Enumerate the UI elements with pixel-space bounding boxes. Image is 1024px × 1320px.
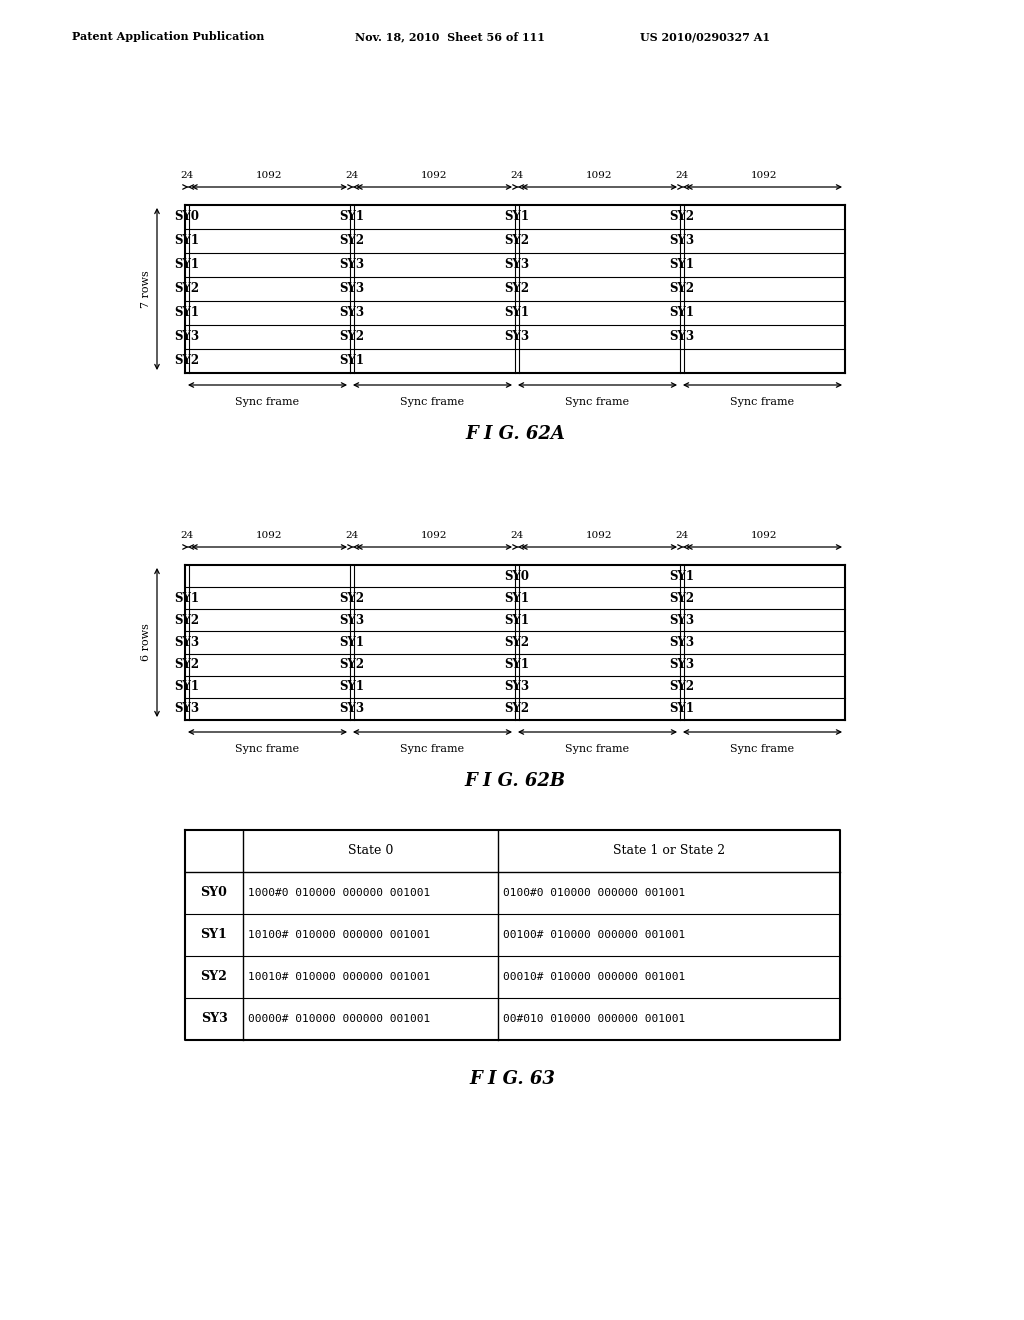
Text: 24: 24 bbox=[675, 531, 688, 540]
Text: SY1: SY1 bbox=[670, 569, 694, 582]
Text: Nov. 18, 2010  Sheet 56 of 111: Nov. 18, 2010 Sheet 56 of 111 bbox=[355, 32, 545, 42]
Text: SY1: SY1 bbox=[670, 259, 694, 272]
Text: SY2: SY2 bbox=[174, 659, 200, 671]
Text: SY2: SY2 bbox=[504, 235, 529, 248]
Text: SY3: SY3 bbox=[174, 702, 200, 715]
Text: F I G. 62A: F I G. 62A bbox=[465, 425, 565, 444]
Text: SY3: SY3 bbox=[339, 614, 365, 627]
Text: 1092: 1092 bbox=[586, 172, 612, 180]
Text: SY2: SY2 bbox=[670, 282, 694, 296]
Text: 24: 24 bbox=[345, 531, 358, 540]
Text: SY3: SY3 bbox=[670, 636, 694, 649]
Text: SY1: SY1 bbox=[174, 591, 200, 605]
Text: 1092: 1092 bbox=[751, 531, 777, 540]
Text: SY1: SY1 bbox=[504, 614, 529, 627]
Text: SY3: SY3 bbox=[670, 659, 694, 671]
Text: SY2: SY2 bbox=[339, 659, 365, 671]
Text: SY0: SY0 bbox=[174, 210, 200, 223]
Text: Sync frame: Sync frame bbox=[400, 397, 465, 407]
Text: SY3: SY3 bbox=[670, 614, 694, 627]
Text: Sync frame: Sync frame bbox=[565, 397, 630, 407]
Text: Sync frame: Sync frame bbox=[400, 744, 465, 754]
Text: SY2: SY2 bbox=[339, 235, 365, 248]
Text: F I G. 62B: F I G. 62B bbox=[465, 772, 565, 789]
Text: SY3: SY3 bbox=[670, 235, 694, 248]
Text: SY2: SY2 bbox=[201, 970, 227, 983]
Text: Sync frame: Sync frame bbox=[565, 744, 630, 754]
Text: 24: 24 bbox=[510, 531, 523, 540]
Text: 6 rows: 6 rows bbox=[141, 623, 151, 661]
Text: 1092: 1092 bbox=[256, 172, 283, 180]
Text: State 0: State 0 bbox=[348, 845, 393, 858]
Text: 00#010 010000 000000 001001: 00#010 010000 000000 001001 bbox=[503, 1014, 685, 1024]
Text: SY1: SY1 bbox=[174, 306, 200, 319]
Text: SY3: SY3 bbox=[339, 282, 365, 296]
Text: SY1: SY1 bbox=[174, 259, 200, 272]
Text: SY1: SY1 bbox=[339, 210, 365, 223]
Text: 1000#0 010000 000000 001001: 1000#0 010000 000000 001001 bbox=[248, 888, 430, 898]
Text: 24: 24 bbox=[180, 172, 194, 180]
Text: Patent Application Publication: Patent Application Publication bbox=[72, 32, 264, 42]
Text: 0100#0 010000 000000 001001: 0100#0 010000 000000 001001 bbox=[503, 888, 685, 898]
Text: SY1: SY1 bbox=[504, 306, 529, 319]
Text: SY3: SY3 bbox=[339, 259, 365, 272]
Text: 1092: 1092 bbox=[751, 172, 777, 180]
Text: SY2: SY2 bbox=[174, 614, 200, 627]
Text: SY1: SY1 bbox=[504, 210, 529, 223]
Text: SY3: SY3 bbox=[174, 636, 200, 649]
Text: US 2010/0290327 A1: US 2010/0290327 A1 bbox=[640, 32, 770, 42]
Text: 24: 24 bbox=[180, 531, 194, 540]
Text: SY2: SY2 bbox=[174, 355, 200, 367]
Text: SY2: SY2 bbox=[504, 636, 529, 649]
Text: SY1: SY1 bbox=[201, 928, 227, 941]
Text: SY3: SY3 bbox=[670, 330, 694, 343]
Text: Sync frame: Sync frame bbox=[236, 744, 300, 754]
Text: Sync frame: Sync frame bbox=[730, 397, 795, 407]
Text: State 1 or State 2: State 1 or State 2 bbox=[613, 845, 725, 858]
Text: SY1: SY1 bbox=[504, 591, 529, 605]
Text: 1092: 1092 bbox=[421, 172, 447, 180]
Text: 7 rows: 7 rows bbox=[141, 271, 151, 308]
Text: SY1: SY1 bbox=[670, 306, 694, 319]
Text: SY1: SY1 bbox=[504, 659, 529, 671]
Text: SY3: SY3 bbox=[174, 330, 200, 343]
Text: SY1: SY1 bbox=[339, 355, 365, 367]
Text: 1092: 1092 bbox=[421, 531, 447, 540]
Text: SY1: SY1 bbox=[339, 680, 365, 693]
Text: F I G. 63: F I G. 63 bbox=[470, 1071, 555, 1088]
Text: SY3: SY3 bbox=[201, 1012, 227, 1026]
Text: SY2: SY2 bbox=[504, 702, 529, 715]
Text: 00010# 010000 000000 001001: 00010# 010000 000000 001001 bbox=[503, 972, 685, 982]
Text: 24: 24 bbox=[510, 172, 523, 180]
Text: 00000# 010000 000000 001001: 00000# 010000 000000 001001 bbox=[248, 1014, 430, 1024]
Text: 1092: 1092 bbox=[256, 531, 283, 540]
Text: 24: 24 bbox=[345, 172, 358, 180]
Text: SY2: SY2 bbox=[504, 282, 529, 296]
Text: SY1: SY1 bbox=[339, 636, 365, 649]
Text: SY2: SY2 bbox=[670, 680, 694, 693]
Text: SY2: SY2 bbox=[339, 330, 365, 343]
Text: SY1: SY1 bbox=[174, 680, 200, 693]
Text: 24: 24 bbox=[675, 172, 688, 180]
Text: SY2: SY2 bbox=[670, 210, 694, 223]
Text: SY2: SY2 bbox=[670, 591, 694, 605]
Text: 10010# 010000 000000 001001: 10010# 010000 000000 001001 bbox=[248, 972, 430, 982]
Text: SY3: SY3 bbox=[504, 680, 529, 693]
Text: Sync frame: Sync frame bbox=[730, 744, 795, 754]
Text: SY0: SY0 bbox=[201, 887, 227, 899]
Text: SY1: SY1 bbox=[174, 235, 200, 248]
Text: SY3: SY3 bbox=[339, 306, 365, 319]
Text: SY2: SY2 bbox=[174, 282, 200, 296]
Text: SY3: SY3 bbox=[504, 259, 529, 272]
Text: 00100# 010000 000000 001001: 00100# 010000 000000 001001 bbox=[503, 931, 685, 940]
Text: SY3: SY3 bbox=[504, 330, 529, 343]
Text: 10100# 010000 000000 001001: 10100# 010000 000000 001001 bbox=[248, 931, 430, 940]
Text: SY2: SY2 bbox=[339, 591, 365, 605]
Text: SY3: SY3 bbox=[339, 702, 365, 715]
Text: SY1: SY1 bbox=[670, 702, 694, 715]
Text: 1092: 1092 bbox=[586, 531, 612, 540]
Text: Sync frame: Sync frame bbox=[236, 397, 300, 407]
Text: SY0: SY0 bbox=[504, 569, 529, 582]
